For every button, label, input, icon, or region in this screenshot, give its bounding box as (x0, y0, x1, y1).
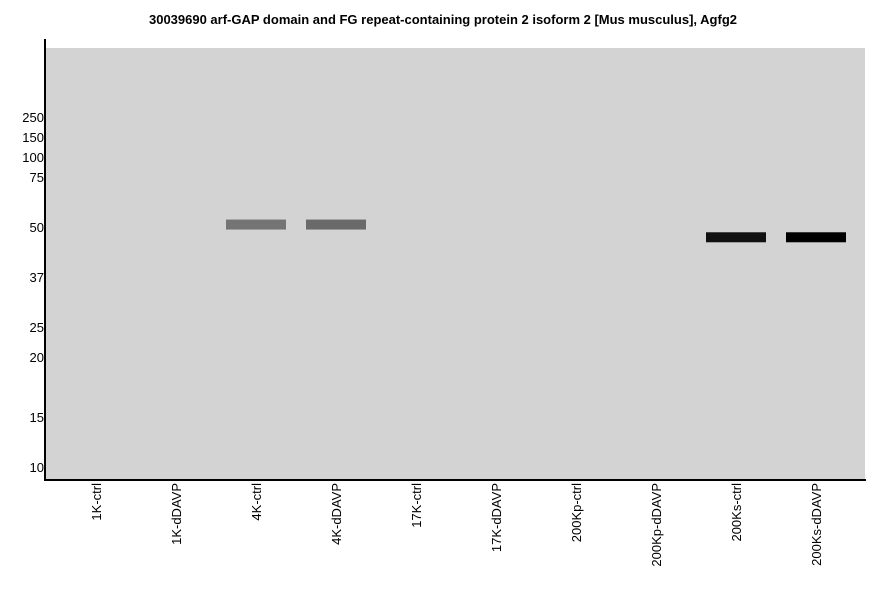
bands-layer (226, 219, 846, 243)
y-tick-label: 20 (30, 350, 44, 365)
y-tick-label: 75 (30, 170, 44, 185)
gel-area (46, 48, 865, 480)
lane-label: 200Ks-dDAVP (809, 483, 824, 566)
lane-label: 1K-ctrl (89, 483, 104, 521)
band-200ks-ddavp (786, 232, 846, 243)
band-200ks-ctrl (706, 232, 766, 243)
chart-title: 30039690 arf-GAP domain and FG repeat-co… (149, 12, 737, 27)
lane-label: 1K-dDAVP (169, 483, 184, 545)
lane-labels: 1K-ctrl 1K-dDAVP 4K-ctrl 4K-dDAVP 17K-ctrl 17… (89, 483, 824, 567)
lane-label: 200Kp-dDAVP (649, 483, 664, 567)
band-4k-ddavp (306, 219, 366, 230)
y-tick-label: 100 (22, 150, 44, 165)
lane-label: 17K-ctrl (409, 483, 424, 528)
y-tick-label: 15 (30, 410, 44, 425)
y-tick-label: 50 (30, 220, 44, 235)
y-tick-label: 37 (30, 270, 44, 285)
lane-label: 4K-dDAVP (329, 483, 344, 545)
y-tick-label: 150 (22, 130, 44, 145)
lane-label: 200Kp-ctrl (569, 483, 584, 542)
y-tick-label: 25 (30, 320, 44, 335)
band-4k-ctrl (226, 219, 286, 230)
y-tick-label: 250 (22, 110, 44, 125)
lane-label: 200Ks-ctrl (729, 483, 744, 542)
lane-label: 4K-ctrl (249, 483, 264, 521)
y-tick-labels: 250 150 100 75 50 37 25 20 15 10 (22, 110, 44, 475)
y-tick-label: 10 (30, 460, 44, 475)
lane-label: 17K-dDAVP (489, 483, 504, 552)
